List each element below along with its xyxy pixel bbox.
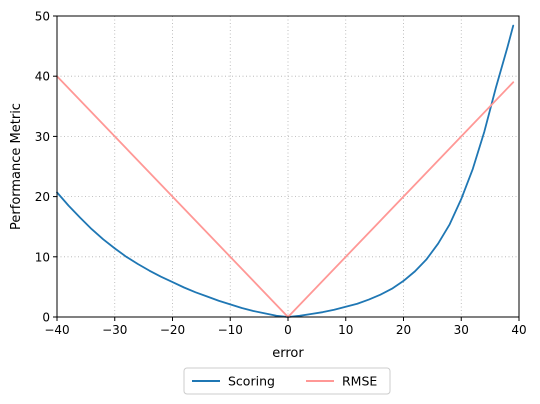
x-tick-label: −40	[44, 323, 69, 337]
tick-layer: −40 −30 −20 −10 0 10 20 30 40 0 10 20 30 40 50	[35, 10, 527, 338]
legend-box	[183, 367, 391, 395]
y-tick-label: 30	[35, 130, 50, 144]
x-tick-label: 0	[284, 323, 292, 337]
y-tick-label: 20	[35, 190, 50, 204]
y-tick-label: 50	[35, 10, 50, 24]
grid-layer	[56, 15, 520, 318]
x-tick-label: −20	[160, 323, 185, 337]
x-tick-label: 10	[338, 323, 353, 337]
legend: Scoring RMSE	[183, 367, 391, 395]
y-tick-label: 0	[42, 311, 50, 325]
x-tick-label: 30	[454, 323, 469, 337]
y-tick-label: 40	[35, 70, 50, 84]
x-tick-label: −30	[102, 323, 127, 337]
x-tick-label: 20	[396, 323, 411, 337]
series-line-scoring	[56, 24, 515, 318]
x-axis-label: error	[272, 346, 304, 361]
x-tick-label: −10	[218, 323, 243, 337]
legend-label-scoring: Scoring	[228, 374, 275, 389]
y-axis-label: Performance Metric	[9, 103, 24, 230]
legend-label-rmse: RMSE	[342, 374, 377, 389]
y-tick-label: 10	[35, 250, 50, 264]
x-tick-label: 40	[511, 323, 526, 337]
series-layer	[56, 24, 515, 318]
